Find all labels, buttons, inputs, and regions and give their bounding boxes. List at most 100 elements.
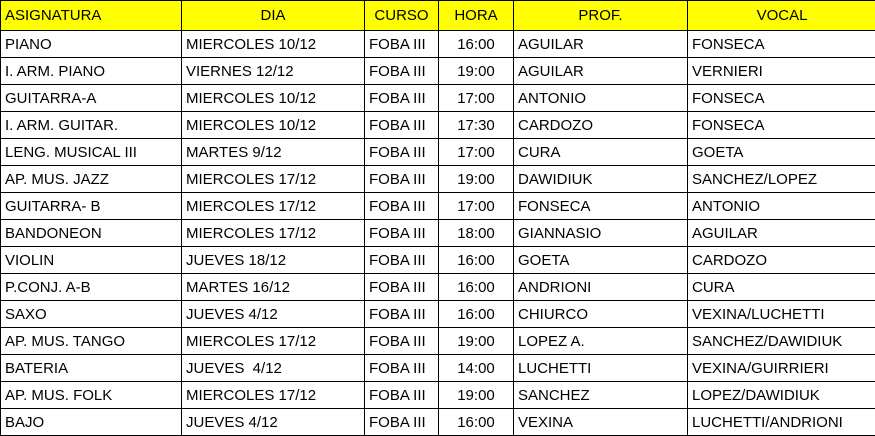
cell-asignatura: VIOLIN <box>0 246 182 274</box>
cell-dia: MIERCOLES 10/12 <box>181 111 365 139</box>
cell-vocal: VEXINA/LUCHETTI <box>687 300 875 328</box>
cell-vocal: VERNIERI <box>687 57 875 85</box>
cell-dia: MIERCOLES 17/12 <box>181 192 365 220</box>
table-row: AP. MUS. TANGO MIERCOLES 17/12 FOBA III 19:… <box>0 327 875 355</box>
cell-dia: JUEVES 4/12 <box>181 300 365 328</box>
table-body: PIANO MIERCOLES 10/12 FOBA III 16:00 AGUILAR… <box>0 30 875 436</box>
cell-prof: CHIURCO <box>513 300 688 328</box>
cell-hora: 17:00 <box>438 84 514 112</box>
cell-vocal: LOPEZ/DAWIDIUK <box>687 381 875 409</box>
cell-dia: MIERCOLES 10/12 <box>181 30 365 58</box>
cell-curso: FOBA III <box>364 165 439 193</box>
cell-hora: 19:00 <box>438 327 514 355</box>
cell-curso: FOBA III <box>364 219 439 247</box>
cell-asignatura: AP. MUS. FOLK <box>0 381 182 409</box>
cell-curso: FOBA III <box>364 273 439 301</box>
table-row: P.CONJ. A-B MARTES 16/12 FOBA III 16:00 ANDR… <box>0 273 875 301</box>
cell-prof: CARDOZO <box>513 111 688 139</box>
cell-hora: 16:00 <box>438 273 514 301</box>
cell-asignatura: I. ARM. GUITAR. <box>0 111 182 139</box>
cell-hora: 19:00 <box>438 165 514 193</box>
cell-prof: ANDRIONI <box>513 273 688 301</box>
cell-hora: 19:00 <box>438 381 514 409</box>
cell-vocal: AGUILAR <box>687 219 875 247</box>
cell-dia: JUEVES 18/12 <box>181 246 365 274</box>
cell-prof: GOETA <box>513 246 688 274</box>
cell-curso: FOBA III <box>364 246 439 274</box>
cell-hora: 17:30 <box>438 111 514 139</box>
cell-curso: FOBA III <box>364 57 439 85</box>
cell-prof: CURA <box>513 138 688 166</box>
cell-dia: VIERNES 12/12 <box>181 57 365 85</box>
cell-curso: FOBA III <box>364 30 439 58</box>
table-row: PIANO MIERCOLES 10/12 FOBA III 16:00 AGUILAR… <box>0 30 875 58</box>
column-header-prof: PROF. <box>513 0 688 31</box>
table-row: AP. MUS. JAZZ MIERCOLES 17/12 FOBA III 19:0… <box>0 165 875 193</box>
column-header-asignatura: ASIGNATURA <box>0 0 182 31</box>
cell-curso: FOBA III <box>364 354 439 382</box>
cell-asignatura: I. ARM. PIANO <box>0 57 182 85</box>
cell-hora: 16:00 <box>438 300 514 328</box>
cell-hora: 17:00 <box>438 192 514 220</box>
cell-prof: GIANNASIO <box>513 219 688 247</box>
cell-vocal: FONSECA <box>687 111 875 139</box>
cell-asignatura: BATERIA <box>0 354 182 382</box>
cell-asignatura: GUITARRA- B <box>0 192 182 220</box>
table-row: I. ARM. GUITAR. MIERCOLES 10/12 FOBA III 17… <box>0 111 875 139</box>
cell-vocal: CURA <box>687 273 875 301</box>
cell-asignatura: PIANO <box>0 30 182 58</box>
cell-hora: 16:00 <box>438 246 514 274</box>
table-row: BATERIA JUEVES 4/12 FOBA III 14:00 LUCHETTI V… <box>0 354 875 382</box>
cell-hora: 18:00 <box>438 219 514 247</box>
cell-curso: FOBA III <box>364 84 439 112</box>
cell-dia: MIERCOLES 17/12 <box>181 219 365 247</box>
cell-hora: 16:00 <box>438 30 514 58</box>
cell-dia: MIERCOLES 17/12 <box>181 381 365 409</box>
column-header-curso: CURSO <box>364 0 439 31</box>
cell-dia: MIERCOLES 10/12 <box>181 84 365 112</box>
cell-hora: 17:00 <box>438 138 514 166</box>
cell-vocal: SANCHEZ/LOPEZ <box>687 165 875 193</box>
cell-asignatura: LENG. MUSICAL III <box>0 138 182 166</box>
cell-prof: LOPEZ A. <box>513 327 688 355</box>
cell-vocal: FONSECA <box>687 84 875 112</box>
cell-dia: MIERCOLES 17/12 <box>181 165 365 193</box>
cell-dia: MIERCOLES 17/12 <box>181 327 365 355</box>
column-header-vocal: VOCAL <box>687 0 875 31</box>
cell-asignatura: BANDONEON <box>0 219 182 247</box>
table-row: BANDONEON MIERCOLES 17/12 FOBA III 18:00 GIA… <box>0 219 875 247</box>
cell-prof: LUCHETTI <box>513 354 688 382</box>
cell-curso: FOBA III <box>364 138 439 166</box>
table-row: I. ARM. PIANO VIERNES 12/12 FOBA III 19:00 A… <box>0 57 875 85</box>
table-row: BAJO JUEVES 4/12 FOBA III 16:00 VEXINA LUCHET… <box>0 408 875 436</box>
cell-dia: MARTES 16/12 <box>181 273 365 301</box>
table-row: VIOLIN JUEVES 18/12 FOBA III 16:00 GOETA CARD… <box>0 246 875 274</box>
cell-vocal: VEXINA/GUIRRIERI <box>687 354 875 382</box>
cell-curso: FOBA III <box>364 111 439 139</box>
cell-asignatura: P.CONJ. A-B <box>0 273 182 301</box>
cell-asignatura: BAJO <box>0 408 182 436</box>
table-row: GUITARRA- B MIERCOLES 17/12 FOBA III 17:00 F… <box>0 192 875 220</box>
cell-hora: 19:00 <box>438 57 514 85</box>
cell-curso: FOBA III <box>364 327 439 355</box>
table-row: GUITARRA-A MIERCOLES 10/12 FOBA III 17:00 AN… <box>0 84 875 112</box>
column-header-hora: HORA <box>438 0 514 31</box>
cell-hora: 16:00 <box>438 408 514 436</box>
column-header-dia: DIA <box>181 0 365 31</box>
cell-vocal: GOETA <box>687 138 875 166</box>
cell-vocal: LUCHETTI/ANDRIONI <box>687 408 875 436</box>
cell-asignatura: AP. MUS. JAZZ <box>0 165 182 193</box>
table-row: AP. MUS. FOLK MIERCOLES 17/12 FOBA III 19:0… <box>0 381 875 409</box>
cell-curso: FOBA III <box>364 192 439 220</box>
cell-asignatura: GUITARRA-A <box>0 84 182 112</box>
cell-vocal: SANCHEZ/DAWIDIUK <box>687 327 875 355</box>
cell-prof: AGUILAR <box>513 57 688 85</box>
cell-dia: JUEVES 4/12 <box>181 354 365 382</box>
header-row: ASIGNATURA DIA CURSO HORA PROF. VOCAL <box>0 0 875 31</box>
cell-vocal: CARDOZO <box>687 246 875 274</box>
cell-asignatura: AP. MUS. TANGO <box>0 327 182 355</box>
cell-curso: FOBA III <box>364 408 439 436</box>
cell-prof: VEXINA <box>513 408 688 436</box>
cell-curso: FOBA III <box>364 381 439 409</box>
